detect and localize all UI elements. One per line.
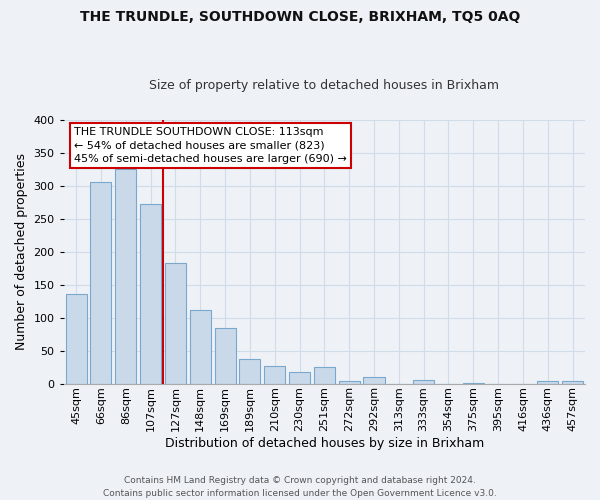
Bar: [338, 381, 360, 384]
Bar: [140, 204, 161, 384]
Text: THE TRUNDLE, SOUTHDOWN CLOSE, BRIXHAM, TQ5 0AQ: THE TRUNDLE, SOUTHDOWN CLOSE, BRIXHAM, T…: [80, 10, 520, 24]
Bar: [115, 169, 136, 384]
Bar: [364, 377, 385, 384]
Bar: [413, 380, 434, 384]
Text: THE TRUNDLE SOUTHDOWN CLOSE: 113sqm
← 54% of detached houses are smaller (823)
4: THE TRUNDLE SOUTHDOWN CLOSE: 113sqm ← 54…: [74, 128, 347, 164]
Text: Contains HM Land Registry data © Crown copyright and database right 2024.
Contai: Contains HM Land Registry data © Crown c…: [103, 476, 497, 498]
Bar: [264, 366, 285, 384]
Bar: [537, 381, 559, 384]
Y-axis label: Number of detached properties: Number of detached properties: [15, 153, 28, 350]
Bar: [91, 182, 112, 384]
Bar: [165, 264, 186, 384]
Bar: [289, 372, 310, 384]
Bar: [190, 310, 211, 384]
Bar: [463, 383, 484, 384]
Bar: [314, 367, 335, 384]
Bar: [239, 359, 260, 384]
X-axis label: Distribution of detached houses by size in Brixham: Distribution of detached houses by size …: [165, 437, 484, 450]
Bar: [65, 294, 86, 384]
Title: Size of property relative to detached houses in Brixham: Size of property relative to detached ho…: [149, 79, 499, 92]
Bar: [562, 381, 583, 384]
Bar: [215, 328, 236, 384]
